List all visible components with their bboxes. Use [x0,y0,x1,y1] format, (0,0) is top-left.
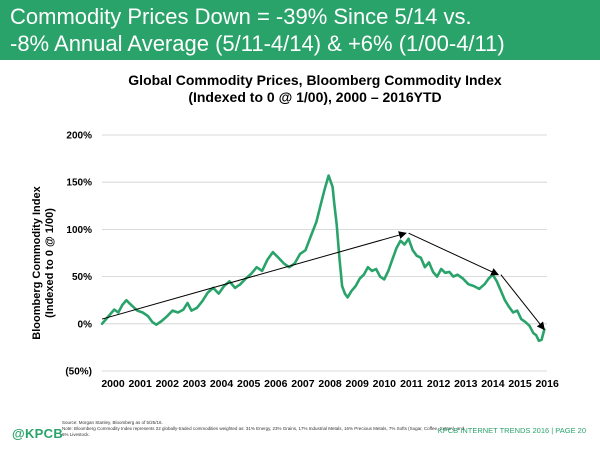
x-tick-label: 2007 [291,378,315,390]
trend-arrow [101,231,407,320]
y-tick-label: 200% [66,131,92,142]
y-axis-label-line1: Bloomberg Commodity Index [31,185,43,339]
x-tick-label: 2010 [373,378,397,390]
banner-title-line1: Commodity Prices Down = -39% Since 5/14 … [10,4,472,29]
y-tick-label: 0% [78,319,93,330]
y-axis-label-line2: (Indexed to 0 @ 1/00) [44,208,56,318]
x-tick-label: 2001 [128,378,152,390]
y-tick-label: (50%) [65,367,92,378]
series-line [100,174,546,343]
x-tick-label: 2011 [400,378,423,390]
page-footer: KPCB INTERNET TRENDS 2016 | PAGE 20 [437,426,586,435]
y-tick-label: 50% [72,272,92,283]
index-note-line2: 6% Livestock. [62,432,90,437]
x-tick-label: 2008 [318,378,342,390]
banner-title-line2: -8% Annual Average (5/11-4/14) & +6% (1/… [10,31,505,56]
chart-title-line1: Global Commodity Prices, Bloomberg Commo… [128,72,502,88]
y-tick-label: 150% [66,178,92,189]
x-tick-label: 2015 [508,378,532,390]
x-tick-label: 2012 [427,378,451,390]
x-tick-label: 2014 [481,378,505,390]
x-tick-label: 2006 [264,378,288,390]
x-tick-label: 2016 [535,378,559,390]
title-banner: Commodity Prices Down = -39% Since 5/14 … [0,0,600,60]
x-tick-label: 2004 [210,378,234,390]
index-note-line1: Note: Bloomberg Commodity Index represen… [62,426,465,431]
x-tick-label: 2000 [101,378,125,390]
x-tick-label: 2005 [237,378,261,390]
x-tick-label: 2013 [454,378,478,390]
trend-arrow [500,274,545,331]
trend-arrow [408,232,500,276]
kpcb-logo: @KPCB [12,426,64,441]
footer-notes: Source: Morgan Stanley, Bloomberg as of … [62,420,465,438]
x-tick-label: 2002 [156,378,180,390]
x-tick-label: 2009 [346,378,370,390]
y-tick-label: 100% [66,225,92,236]
chart-title-line2: (Indexed to 0 @ 1/00), 2000 – 2016YTD [188,89,442,105]
source-note: Source: Morgan Stanley, Bloomberg as of … [62,420,163,425]
x-tick-label: 2003 [183,378,207,390]
